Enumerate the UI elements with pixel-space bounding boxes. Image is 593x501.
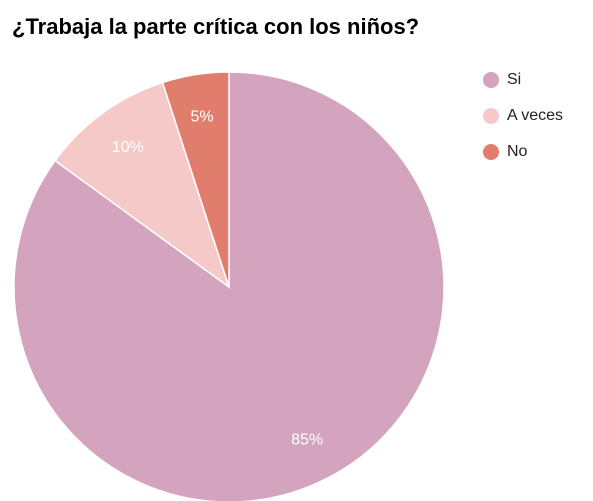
- legend-swatch: [483, 72, 499, 88]
- legend-swatch: [483, 108, 499, 124]
- pie-slice: [13, 71, 445, 501]
- legend-label: No: [507, 143, 528, 160]
- data-label: 85%: [291, 431, 323, 448]
- pie-slice: [161, 71, 230, 288]
- data-label: 10%: [112, 139, 144, 156]
- legend-label: Si: [507, 71, 521, 88]
- chart-title: ¿Trabaja la parte crítica con los niños?: [12, 14, 419, 39]
- legend-swatch: [483, 144, 499, 160]
- data-label: 5%: [191, 108, 214, 125]
- pie-slice: [54, 81, 231, 289]
- legend-label: A veces: [507, 107, 563, 124]
